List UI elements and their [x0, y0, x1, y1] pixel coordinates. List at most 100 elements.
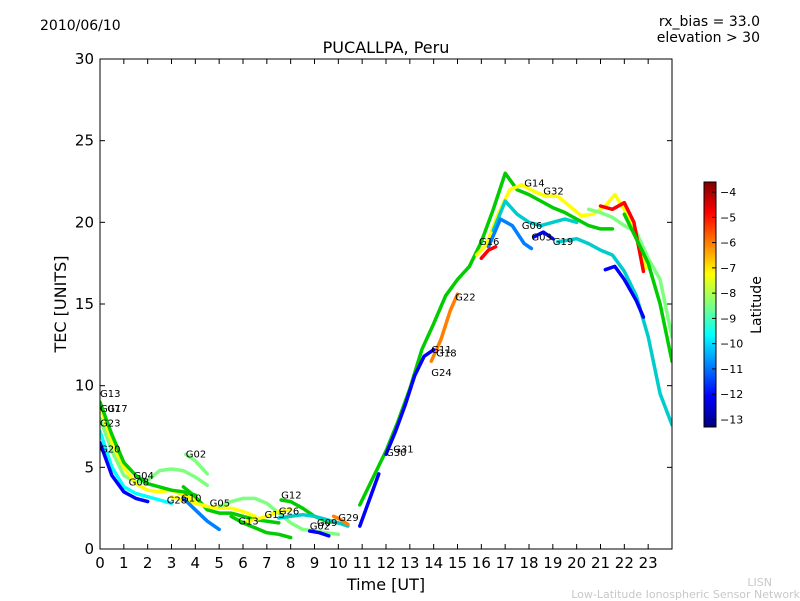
satellite-label-g17: G17: [107, 404, 127, 415]
y-tick-label: 15: [75, 295, 94, 313]
x-tick-label: 15: [448, 554, 467, 572]
series-6: [181, 485, 281, 525]
colorbar-label: Latitude: [749, 276, 765, 334]
footer-network-short: LISN: [747, 576, 772, 589]
x-tick-label: 3: [167, 554, 177, 572]
satellite-label-g06: G06: [522, 221, 542, 232]
satellite-label-g31: G31: [393, 445, 413, 456]
satellite-label-g04: G04: [133, 471, 153, 482]
series-26: [429, 292, 460, 363]
y-axis: 0 5 10 15 20 25 30: [75, 50, 672, 558]
plot-frame: [99, 58, 673, 550]
colorbar-tick-label: −8: [720, 287, 736, 300]
series-1: [100, 403, 198, 502]
satellite-label-g05: G05: [210, 499, 230, 510]
series-3: [100, 441, 150, 504]
series-12: [241, 508, 293, 525]
satellite-label-g20: G20: [100, 445, 120, 456]
satellite-label-g29: G29: [338, 513, 358, 524]
satellite-label-g30: G30: [386, 448, 406, 459]
colorbar-tick-label: −13: [720, 413, 743, 426]
satellite-label-g16: G16: [479, 237, 499, 248]
date-label: 2010/06/10: [40, 18, 121, 34]
x-tick-label: 21: [591, 554, 610, 572]
chart-title: PUCALLPA, Peru: [322, 38, 450, 57]
footer-network-full: Low-Latitude Ionospheric Sensor Network: [571, 588, 800, 601]
x-tick-label: 14: [424, 554, 443, 572]
y-tick-label: 25: [75, 132, 94, 150]
colorbar-tick-label: −7: [720, 262, 736, 275]
series-20: [532, 230, 555, 241]
x-tick-label: 10: [329, 554, 348, 572]
series-14: [307, 529, 331, 538]
colorbar-tick-label: −11: [720, 363, 743, 376]
x-tick-label: 17: [496, 554, 515, 572]
x-tick-label: 1: [119, 554, 129, 572]
x-tick-label: 7: [262, 554, 272, 572]
satellite-label-g02: G02: [310, 521, 330, 532]
x-tick-label: 5: [214, 554, 224, 572]
satellite-label-g26: G26: [279, 507, 299, 518]
satellite-label-g18: G18: [436, 348, 456, 359]
satellite-label-g32: G32: [543, 187, 563, 198]
satellite-label-g03: G03: [531, 232, 551, 243]
x-tick-label: 9: [310, 554, 320, 572]
series-28: [479, 245, 498, 261]
series-11: [277, 512, 350, 528]
series-25: [622, 212, 672, 363]
series-27: [384, 347, 436, 457]
satellite-label-g22: G22: [455, 293, 475, 304]
satellite-label-g23: G23: [100, 419, 120, 430]
satellite-label-g09: G09: [317, 518, 337, 529]
x-tick-label: 11: [353, 554, 372, 572]
series-21: [555, 236, 672, 427]
x-tick-label: 23: [639, 554, 658, 572]
series-5: [184, 452, 210, 476]
series-0: [100, 416, 210, 488]
x-tick-label: 22: [615, 554, 634, 572]
y-tick-label: 20: [75, 213, 94, 231]
elevation-label: elevation > 30: [656, 30, 760, 46]
x-tick-label: 13: [400, 554, 419, 572]
y-tick-label: 10: [75, 377, 94, 395]
series-8: [181, 496, 221, 532]
x-tick-label: 0: [95, 554, 105, 572]
satellite-label-g12: G12: [281, 490, 301, 501]
x-tick-label: 8: [286, 554, 296, 572]
x-axis-label: Time [UT]: [346, 575, 425, 594]
colorbar-tick-label: −12: [720, 388, 743, 401]
colorbar-tick-label: −5: [720, 211, 736, 224]
satellite-label-g24: G24: [431, 368, 451, 379]
satellite-label-g13: G13: [100, 389, 120, 400]
satellite-label-g08: G08: [129, 477, 149, 488]
series-22: [603, 264, 646, 319]
x-tick-label: 18: [519, 554, 538, 572]
satellite-label-g13: G13: [238, 517, 258, 528]
x-tick-label: 6: [238, 554, 248, 572]
series-15: [331, 514, 350, 527]
x-tick-label: 4: [191, 554, 201, 572]
series-13: [229, 514, 293, 540]
satellite-label-g07: G07: [100, 404, 120, 415]
colorbar-tick-label: −10: [720, 338, 743, 351]
colorbar-ticks: −4 −5 −6 −7 −8 −9 −10 −11 −12 −13: [712, 186, 743, 426]
y-tick-label: 5: [84, 458, 94, 476]
x-axis: 0 1 2 3 4 5 6 7 8 9 10 11 12 13 14 15 16 17 18 19 20 21 22 23: [95, 59, 658, 572]
y-tick-label: 30: [75, 50, 94, 68]
satellite-label-g11: G11: [431, 345, 451, 356]
satellite-label-g15: G15: [265, 510, 285, 521]
series-layer: [100, 171, 672, 540]
rx-bias-label: rx_bias = 33.0: [658, 14, 760, 30]
x-tick-label: 2: [143, 554, 153, 572]
x-tick-label: 16: [472, 554, 491, 572]
series-29: [358, 472, 381, 528]
satellite-label-g28: G28: [167, 495, 187, 506]
satellite-label-g14: G14: [524, 178, 544, 189]
satellite-label-g19: G19: [553, 237, 573, 248]
series-18: [491, 199, 579, 233]
series-2: [100, 429, 174, 506]
colorbar-tick-label: −9: [720, 312, 736, 325]
colorbar-tick-label: −6: [720, 237, 736, 250]
